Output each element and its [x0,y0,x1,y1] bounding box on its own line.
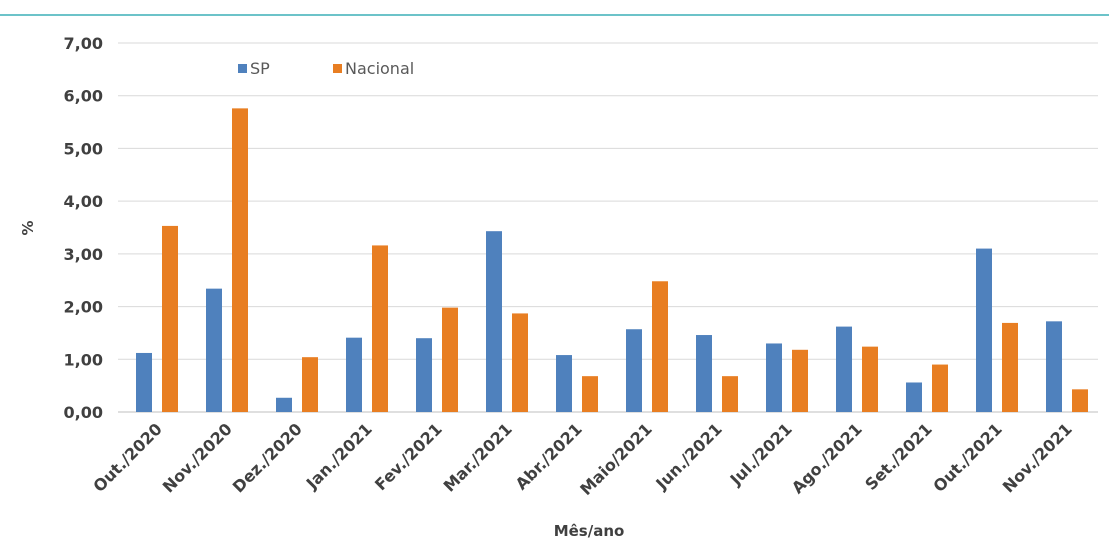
bar-nacional [722,376,738,412]
bar-sp [416,338,432,412]
x-tick-label: Mar./2021 [440,419,516,495]
top-divider [0,0,1109,16]
bar-sp [976,248,992,412]
bar-sp [206,288,222,412]
bars [136,108,1088,412]
legend-label-sp: SP [250,59,270,78]
bar-nacional [302,357,318,412]
bar-nacional [162,225,178,412]
x-tick-label: Out./2020 [89,419,165,495]
legend: SP Nacional [238,59,414,78]
legend-swatch-nacional [333,64,342,73]
bar-sp [1046,321,1062,412]
x-tick-label: Abr./2021 [512,419,586,493]
y-tick-label: 3,00 [64,245,103,264]
legend-swatch-sp [238,64,247,73]
bar-sp [836,326,852,412]
y-tick-label: 6,00 [64,87,103,106]
bar-nacional [442,307,458,412]
bar-sp [626,329,642,412]
x-tick-label: Jun./2021 [651,419,725,493]
bar-sp [276,397,292,412]
y-axis-ticks: 0,00 1,00 2,00 3,00 4,00 5,00 6,00 7,00 [64,34,103,422]
y-tick-label: 1,00 [64,350,103,369]
bar-nacional [372,245,388,412]
x-tick-label: Ago./2021 [788,419,866,497]
x-tick-label: Nov./2021 [999,419,1076,496]
x-tick-label: Fev./2021 [371,419,446,494]
bar-sp [346,337,362,412]
bar-sp [766,343,782,412]
x-tick-label: Jul./2021 [726,419,796,489]
x-tick-label: Out./2021 [929,419,1005,495]
bar-nacional [582,376,598,412]
bar-nacional [232,108,248,412]
y-tick-label: 5,00 [64,139,103,158]
x-tick-label: Set./2021 [861,419,936,494]
bar-sp [906,382,922,412]
gridlines [118,42,1098,413]
bar-nacional [512,313,528,412]
bar-sp [486,231,502,412]
bar-nacional [792,349,808,412]
x-tick-label: Dez./2020 [229,419,306,496]
bar-nacional [862,346,878,412]
y-tick-label: 0,00 [64,403,103,422]
bar-nacional [1072,389,1088,412]
x-tick-label: Jan./2021 [302,419,376,493]
legend-label-nacional: Nacional [345,59,414,78]
bar-sp [136,352,152,412]
x-axis-ticks: Out./2020Nov./2020Dez./2020Jan./2021Fev.… [89,419,1075,499]
y-tick-label: 4,00 [64,192,103,211]
y-axis-title: % [19,220,37,235]
y-tick-label: 2,00 [64,298,103,317]
bar-sp [556,355,572,412]
y-tick-label: 7,00 [64,34,103,53]
x-tick-label: Nov./2020 [159,419,236,496]
bar-nacional [652,281,668,412]
bar-nacional [1002,322,1018,412]
bar-sp [696,335,712,412]
x-axis-title: Mês/ano [554,522,625,540]
x-tick-label: Maio/2021 [576,419,656,499]
bar-nacional [932,364,948,412]
